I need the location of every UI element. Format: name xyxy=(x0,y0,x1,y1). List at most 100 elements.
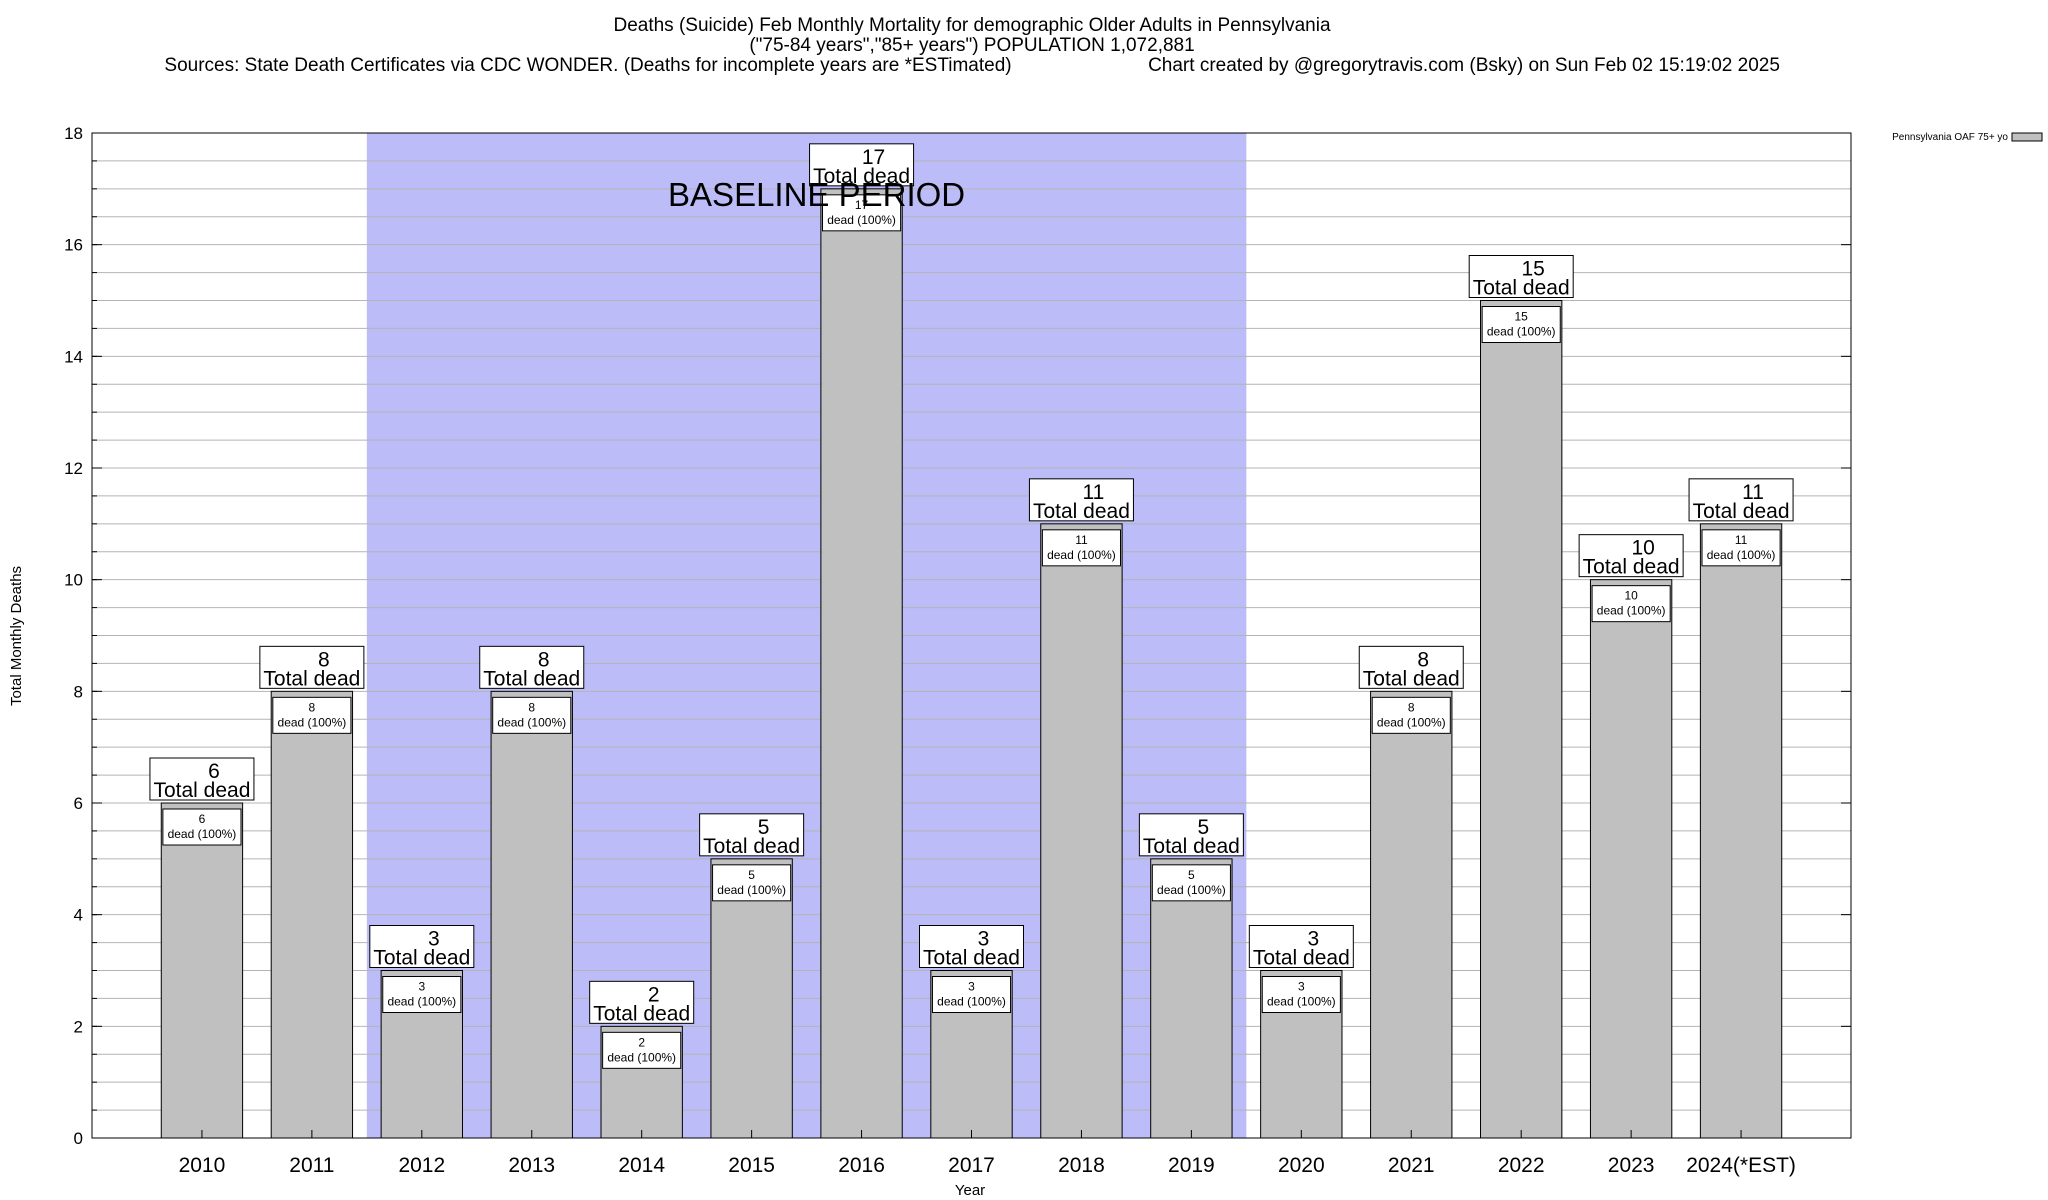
bar-total-label-box xyxy=(1138,813,1244,857)
bar-total-caption: Total dead xyxy=(153,779,250,802)
bar-total-label-box xyxy=(1578,534,1684,578)
bar-inner-value: 8 xyxy=(528,700,535,714)
bar xyxy=(1589,579,1673,1139)
bar-inner-caption: dead (100%) xyxy=(1597,604,1666,618)
bar-inner-label-box xyxy=(602,1031,682,1069)
x-tick-label: 2017 xyxy=(948,1154,995,1177)
bar-inner-value: 17 xyxy=(855,198,869,212)
bar xyxy=(1150,858,1233,1139)
bar-inner-caption: dead (100%) xyxy=(607,1050,676,1064)
bar-total-caption: Total dead xyxy=(813,165,910,188)
bar-total-value: 11 xyxy=(1083,481,1105,504)
bar-inner-value: 11 xyxy=(1735,533,1748,547)
bar-total-label-box xyxy=(919,925,1024,968)
bar-inner-value: 5 xyxy=(748,868,755,882)
bar xyxy=(270,690,354,1139)
x-tick-label: 2016 xyxy=(838,1154,885,1177)
bar xyxy=(1699,523,1783,1139)
bar-inner-caption: dead (100%) xyxy=(1267,995,1336,1009)
bar-inner-caption: dead (100%) xyxy=(387,995,456,1009)
bar-inner-label-box xyxy=(382,976,462,1013)
bar-inner-label-box xyxy=(1041,529,1121,567)
y-tick-label: 4 xyxy=(74,906,83,925)
y-tick-label: 2 xyxy=(74,1017,83,1036)
x-tick-label: 2019 xyxy=(1168,1154,1215,1177)
x-tick-label: 2024(*EST) xyxy=(1686,1154,1796,1177)
bar-inner-value: 8 xyxy=(1408,700,1415,714)
bar-inner-label-box xyxy=(492,696,572,734)
bar-total-caption: Total dead xyxy=(1363,667,1460,690)
bar-total-value: 10 xyxy=(1631,537,1654,560)
bar-inner-label-box xyxy=(1701,529,1781,567)
bar-total-label-box xyxy=(479,645,585,689)
y-tick-label: 12 xyxy=(64,459,83,478)
x-axis-title: Year xyxy=(955,1182,985,1199)
bar-total-caption: Total dead xyxy=(1143,835,1240,858)
bar-total-value: 6 xyxy=(208,760,220,783)
bar xyxy=(1480,300,1563,1139)
bar-total-value: 17 xyxy=(862,146,885,169)
x-tick-label: 2012 xyxy=(398,1154,445,1177)
bar-inner-caption: dead (100%) xyxy=(937,995,1006,1009)
legend-label: Pennsylvania OAF 75+ yo xyxy=(1892,132,2008,143)
x-tick-label: 2010 xyxy=(179,1154,226,1177)
bar-total-caption: Total dead xyxy=(483,667,580,690)
bar-inner-label-box xyxy=(822,194,902,232)
bar xyxy=(160,802,244,1139)
x-tick-label: 2013 xyxy=(508,1154,555,1177)
bar-inner-label-box xyxy=(272,696,352,734)
bar-total-value: 8 xyxy=(538,648,550,671)
chart-subtitle: ("75-84 years","85+ years") POPULATION 1… xyxy=(749,35,1194,56)
bar-total-value: 8 xyxy=(1417,648,1429,671)
bar-inner-label-box xyxy=(1151,864,1231,902)
bar-inner-label-box xyxy=(931,976,1012,1013)
bar-inner-value: 2 xyxy=(638,1035,645,1049)
bar-total-label-box xyxy=(699,813,805,857)
bar-total-label-box xyxy=(1688,478,1794,522)
bar-total-caption: Total dead xyxy=(593,1002,690,1025)
bar-inner-caption: dead (100%) xyxy=(717,883,786,897)
y-tick-label: 14 xyxy=(64,347,83,366)
x-tick-label: 2018 xyxy=(1058,1154,1105,1177)
bar-inner-value: 6 xyxy=(199,812,206,826)
bar-inner-label-box xyxy=(1371,696,1451,734)
bar-inner-caption: dead (100%) xyxy=(1157,883,1226,897)
bar-inner-caption: dead (100%) xyxy=(1487,325,1556,339)
x-tick-label: 2014 xyxy=(618,1154,665,1177)
bar-inner-label-box xyxy=(1481,306,1561,343)
bar-total-value: 5 xyxy=(758,816,770,839)
chart-title: Deaths (Suicide) Feb Monthly Mortality f… xyxy=(613,15,1330,36)
bar-inner-value: 5 xyxy=(1188,868,1195,882)
bar-total-value: 11 xyxy=(1742,481,1764,504)
x-tick-label: 2021 xyxy=(1388,1154,1435,1177)
bar-inner-label-box xyxy=(1591,585,1671,623)
x-tick-label: 2011 xyxy=(289,1154,334,1177)
bar-total-label-box xyxy=(1248,925,1354,968)
bar-total-caption: Total dead xyxy=(1033,500,1130,523)
bar xyxy=(820,188,903,1139)
bar-total-caption: Total dead xyxy=(703,835,800,858)
y-tick-label: 16 xyxy=(64,236,83,255)
y-axis-title: Total Monthly Deaths xyxy=(8,566,25,706)
bar-total-caption: Total dead xyxy=(923,947,1020,970)
bar-inner-label-box xyxy=(712,864,792,902)
legend-swatch xyxy=(2011,132,2043,142)
bar-inner-value: 8 xyxy=(309,700,316,714)
bar-total-value: 3 xyxy=(978,928,990,951)
bar-total-label-box xyxy=(589,980,695,1024)
bar-inner-caption: dead (100%) xyxy=(827,213,896,227)
bar-inner-caption: dead (100%) xyxy=(497,715,566,729)
bar-inner-label-box xyxy=(1261,976,1341,1013)
bar-inner-caption: dead (100%) xyxy=(278,715,347,729)
bar xyxy=(490,690,573,1139)
legend: Pennsylvania OAF 75+ yo xyxy=(1892,132,2043,143)
bar-inner-label-box xyxy=(162,808,242,846)
bar xyxy=(710,858,793,1139)
x-tick-label: 2023 xyxy=(1608,1154,1655,1177)
bar-total-label-box xyxy=(1358,645,1464,689)
x-tick-label: 2022 xyxy=(1498,1154,1545,1177)
bar-inner-value: 3 xyxy=(418,980,425,994)
bar-total-caption: Total dead xyxy=(1583,556,1680,579)
bar-total-value: 15 xyxy=(1522,258,1545,281)
